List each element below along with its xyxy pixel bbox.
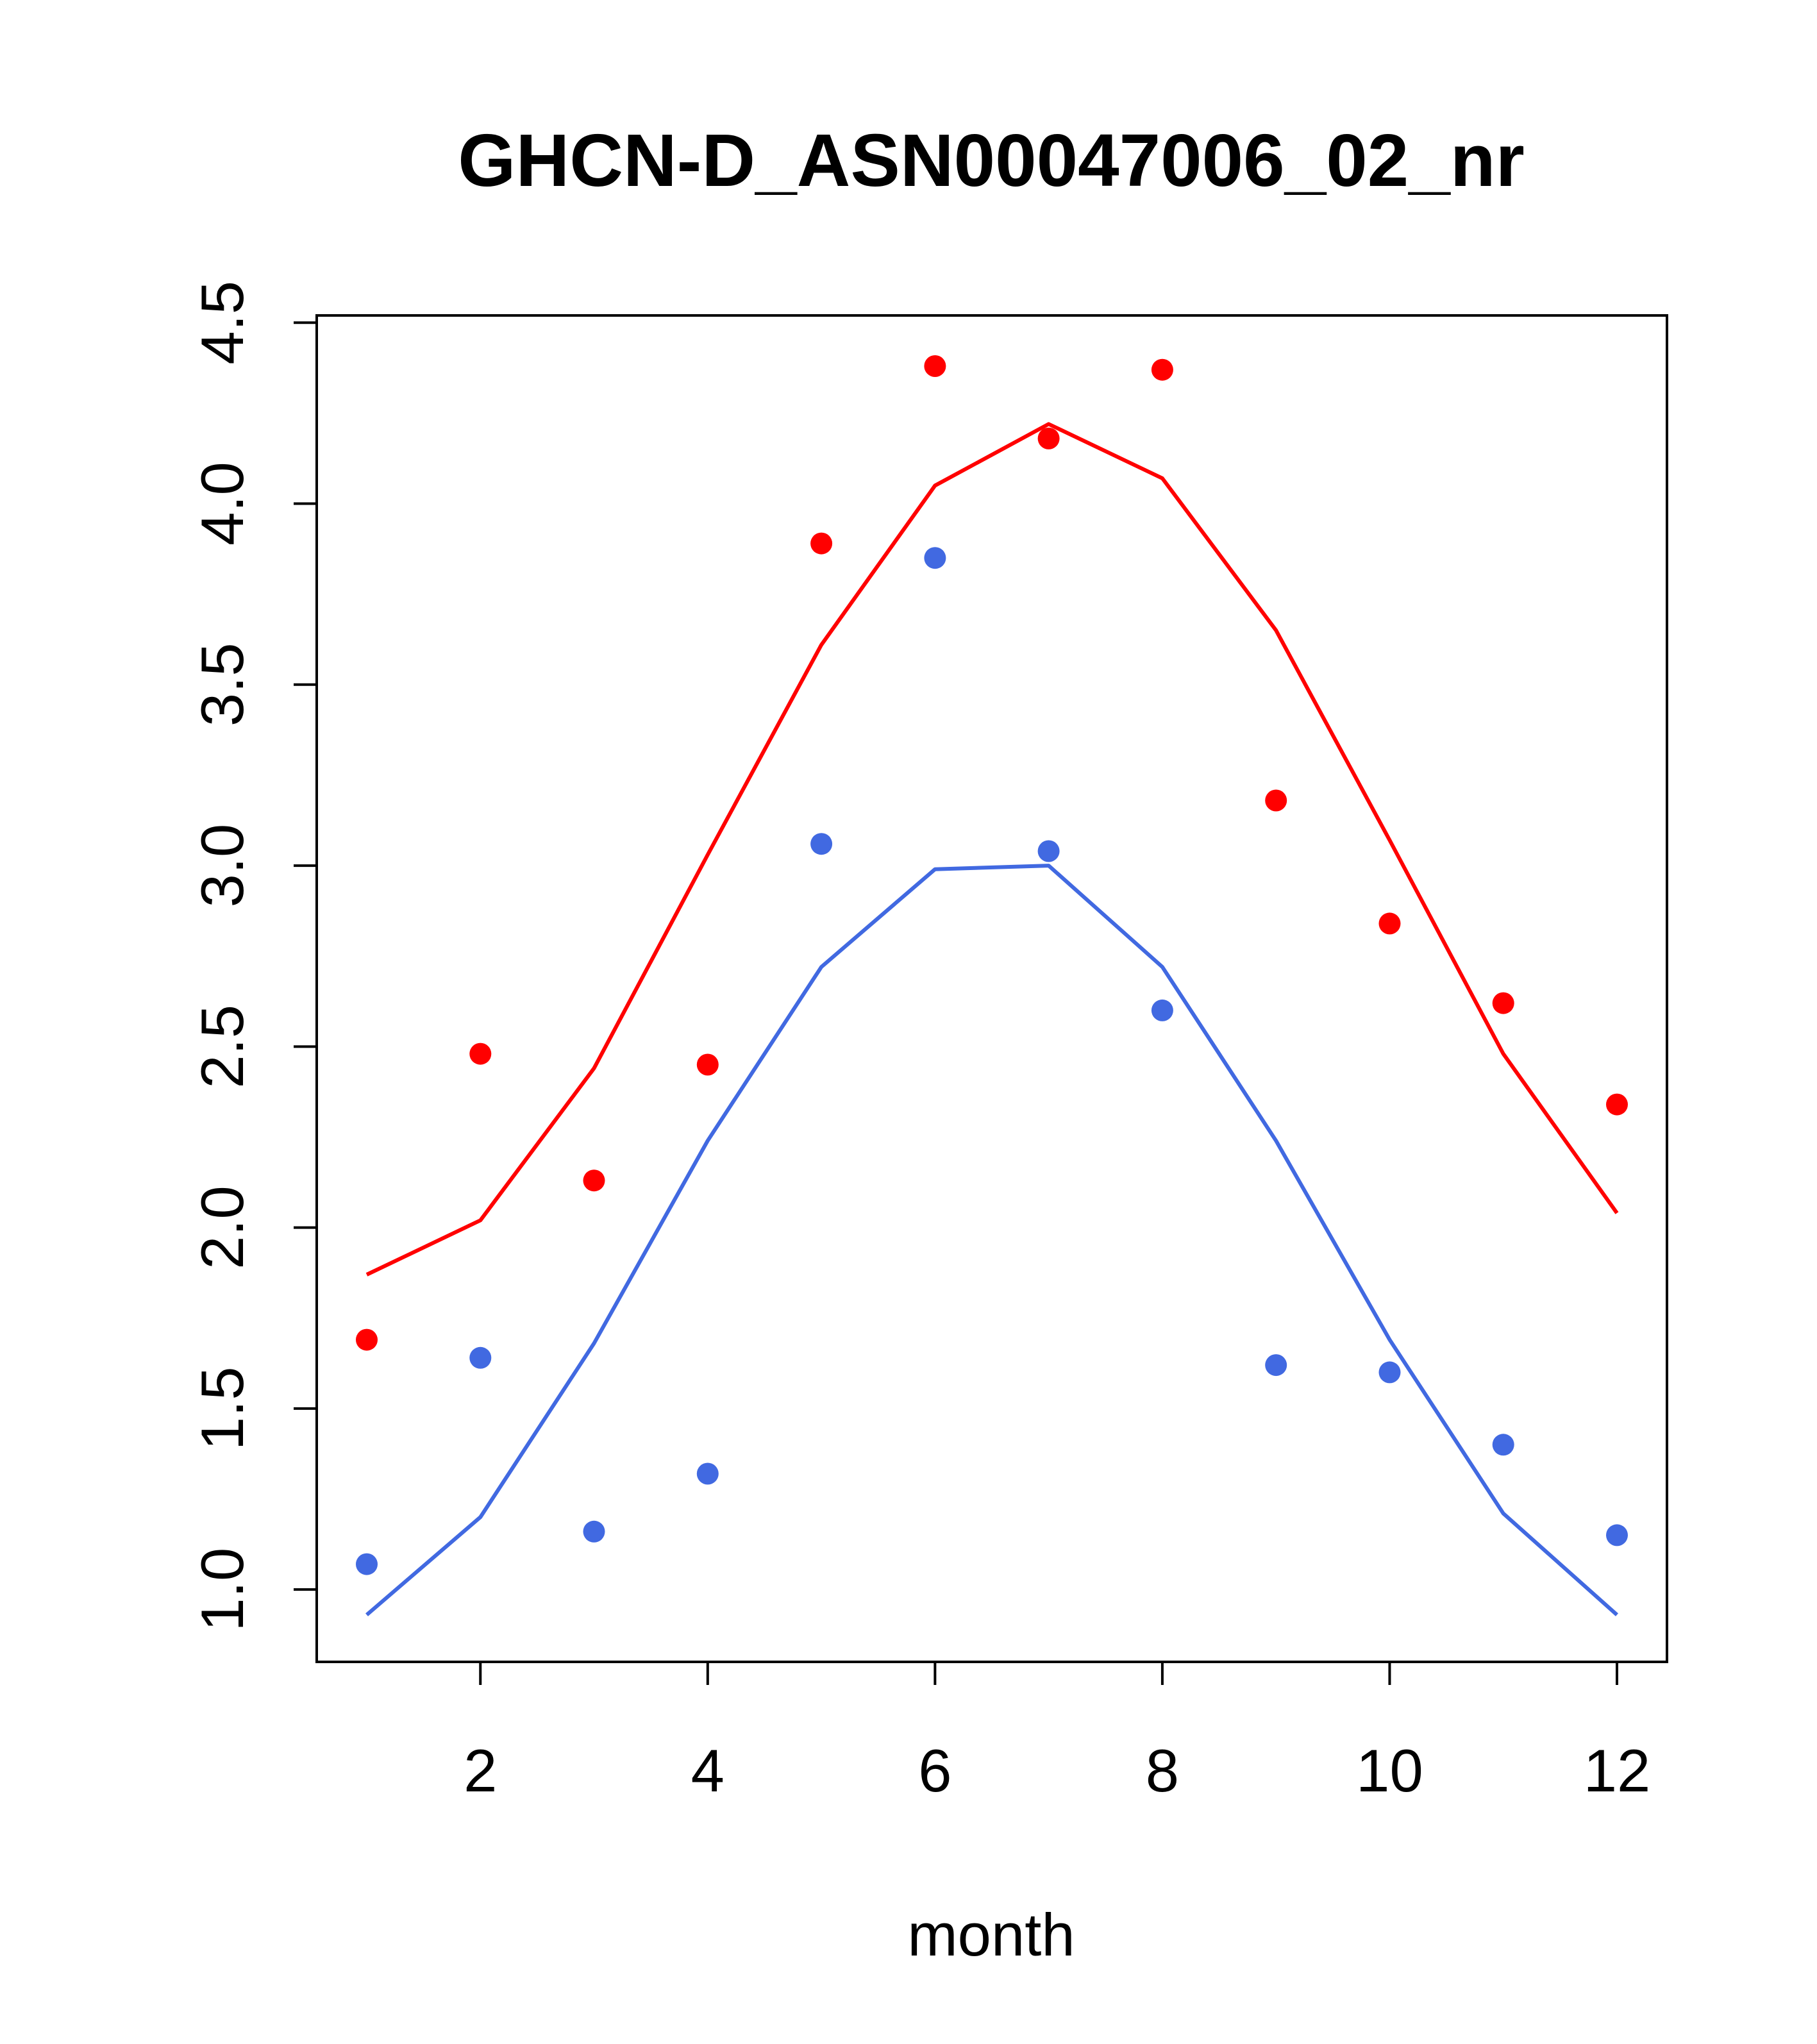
data-point-red-observed-5 [810,532,833,555]
chart-title: GHCN-D_ASN00047006_02_nr [458,119,1525,202]
y-tick-label-3.5: 3.5 [188,642,256,726]
data-point-blue-observed-5 [810,833,833,855]
data-point-red-observed-1 [356,1328,378,1351]
data-point-blue-observed-12 [1606,1524,1628,1546]
data-point-blue-observed-8 [1151,999,1173,1021]
y-tick-label-3: 3.0 [188,824,256,908]
data-point-red-observed-2 [469,1043,492,1065]
data-point-blue-observed-11 [1492,1434,1514,1456]
data-point-red-observed-7 [1037,427,1060,449]
y-tick-label-2: 2.0 [188,1185,256,1269]
data-point-red-observed-9 [1265,789,1287,812]
data-point-red-observed-4 [696,1053,719,1076]
data-point-blue-observed-4 [696,1462,719,1485]
data-point-red-observed-10 [1378,912,1401,935]
data-point-red-observed-3 [583,1169,605,1192]
data-point-blue-observed-2 [469,1346,492,1369]
data-point-blue-observed-10 [1378,1361,1401,1384]
data-point-blue-observed-9 [1265,1354,1287,1377]
data-point-blue-observed-7 [1037,840,1060,862]
data-point-blue-observed-6 [924,547,946,569]
x-tick-label-2: 2 [464,1737,497,1804]
x-axis-label: month [907,1901,1075,1968]
y-tick-label-4: 4.0 [188,462,256,546]
x-tick-label-6: 6 [918,1737,951,1804]
y-tick-label-1: 1.0 [188,1548,256,1632]
x-tick-label-4: 4 [691,1737,724,1804]
x-tick-label-8: 8 [1146,1737,1179,1804]
y-tick-label-2.5: 2.5 [188,1005,256,1089]
x-tick-label-12: 12 [1584,1737,1651,1804]
series-line-blue-fit [365,864,1618,1616]
data-point-red-observed-8 [1151,358,1173,381]
y-tick-label-1.5: 1.5 [188,1366,256,1450]
data-point-red-observed-11 [1492,992,1514,1014]
data-point-blue-observed-1 [356,1553,378,1575]
plot-frame [315,314,1668,1663]
data-point-red-observed-6 [924,355,946,377]
axes-layer: 2 4 6 8 10 12 1.0 1.5 2.0 2.5 3.0 3.5 4.0 4.5 [188,281,1650,1804]
y-tick-label-4.5: 4.5 [188,281,256,365]
x-tick-label-10: 10 [1356,1737,1423,1804]
data-layer [356,355,1628,1616]
data-point-red-observed-12 [1606,1093,1628,1116]
series-line-red-fit [365,422,1619,1277]
data-point-blue-observed-3 [583,1520,605,1543]
